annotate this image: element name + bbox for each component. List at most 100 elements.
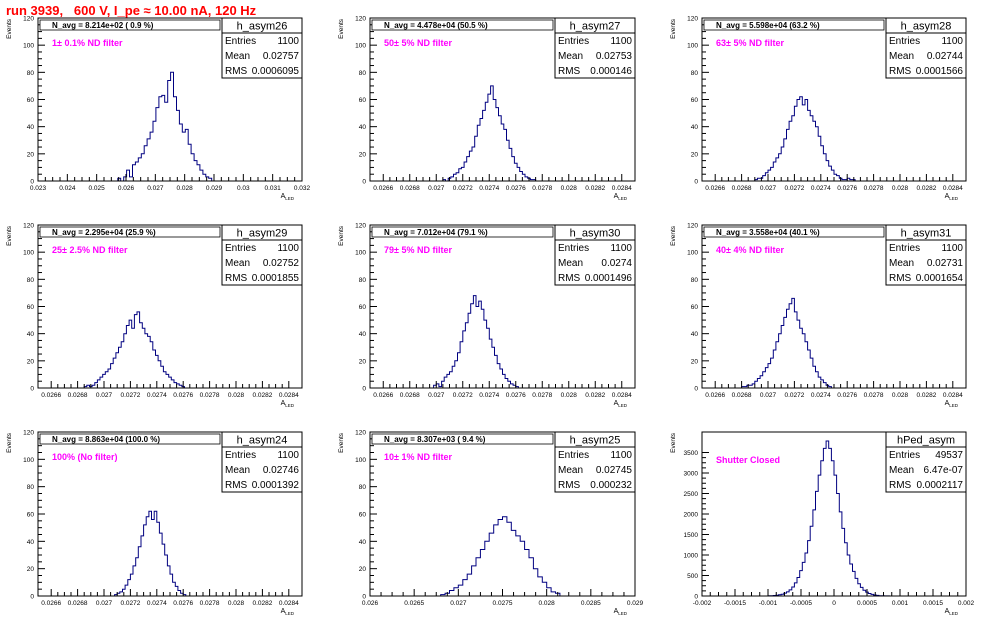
filter-label: 10± 1% ND filter [384, 452, 452, 462]
x-tick-label: 0.0285 [581, 600, 601, 607]
histogram-line [114, 510, 187, 596]
y-tick-label: 60 [359, 97, 367, 104]
panel-h_asym28: 0 20 40 60 80 100 120 0.0266 0.0268 0.027 0.0272 0.… [670, 16, 967, 201]
y-axis-title: Events [338, 432, 345, 453]
stats-key-entries: Entries [558, 36, 589, 47]
x-tick-label: 0.0284 [612, 392, 632, 399]
x-tick-label: 0.002 [958, 600, 975, 607]
stats-key-mean: Mean [558, 51, 583, 62]
stats-value-mean: 6.47e-07 [924, 465, 964, 476]
x-tick-label: 0.028 [892, 185, 909, 192]
y-tick-label: 2500 [684, 491, 699, 498]
x-tick-label: 0.028 [177, 185, 194, 192]
stats-title: h_asym27 [570, 21, 621, 33]
x-tick-label: 0.027 [96, 392, 113, 399]
stats-value-mean: 0.02744 [927, 51, 964, 62]
x-tick-label: 0.0282 [585, 392, 605, 399]
stats-key-rms: RMS [558, 273, 581, 284]
x-tick-label: 0.0278 [200, 600, 220, 607]
stats-title: h_asym29 [237, 228, 288, 240]
y-tick-label: 60 [359, 512, 367, 519]
x-tick-label: -0.002 [693, 600, 712, 607]
x-tick-label: 0.0278 [532, 185, 552, 192]
x-tick-label: 0.0282 [252, 392, 272, 399]
x-tick-label: 0.0268 [68, 600, 88, 607]
navg-label: N_avg = 8.214e+02 ( 0.9 %) [52, 21, 154, 30]
stats-box [885, 17, 967, 79]
y-tick-label: 40 [27, 124, 35, 131]
filter-label: 50± 5% ND filter [384, 38, 452, 48]
x-tick-label: 0.027 [760, 185, 777, 192]
y-tick-label: 80 [691, 277, 699, 284]
x-tick-label: 0.0276 [506, 392, 526, 399]
x-tick-label: 0.0268 [400, 392, 420, 399]
histogram-line [767, 440, 900, 597]
filter-label: 1± 0.1% ND filter [52, 38, 123, 48]
y-tick-label: 40 [27, 539, 35, 546]
x-tick-label: 0.032 [294, 185, 311, 192]
x-tick-label: 0.0284 [279, 600, 299, 607]
stats-value-mean: 0.0274 [601, 258, 632, 269]
stats-key-entries: Entries [225, 243, 256, 254]
y-tick-label: 80 [691, 70, 699, 77]
x-tick-label: -0.001 [759, 600, 778, 607]
histogram-line [117, 71, 213, 182]
x-tick-label: 0.028 [228, 600, 245, 607]
navg-label: N_avg = 8.307e+03 ( 9.4 %) [384, 435, 486, 444]
stats-key-entries: Entries [225, 36, 256, 47]
y-tick-label: 120 [355, 223, 366, 230]
x-tick-label: 0.028 [892, 392, 909, 399]
x-tick-label: 0.0274 [811, 185, 831, 192]
x-tick-label: 0.027 [96, 600, 113, 607]
x-tick-label: 0.0275 [493, 600, 513, 607]
x-tick-label: 0.028 [561, 392, 578, 399]
navg-box [703, 19, 885, 31]
y-tick-label: 120 [687, 16, 698, 23]
panel-h_asym26: 0 20 40 60 80 100 120 0.023 0.024 0.025 0.026 0.027… [6, 16, 311, 202]
y-tick-label: 60 [27, 304, 35, 311]
y-tick-label: 120 [355, 430, 366, 437]
stats-box [554, 17, 636, 79]
y-tick-label: 100 [23, 457, 34, 464]
stats-value-entries: 1100 [610, 36, 632, 47]
histogram-line [741, 297, 832, 388]
x-tick-label: 0.0282 [252, 600, 272, 607]
stats-box [885, 431, 967, 493]
y-tick-label: 0 [30, 594, 34, 601]
stats-value-mean: 0.02752 [263, 258, 300, 269]
x-axis-title: ALED [614, 193, 628, 201]
navg-box [39, 19, 221, 31]
stats-key-rms: RMS [225, 66, 248, 77]
stats-value-rms: 0.0006095 [252, 66, 300, 77]
y-tick-label: 100 [23, 250, 34, 257]
stats-value-entries: 1100 [941, 36, 963, 47]
x-tick-label: 0.0282 [585, 185, 605, 192]
stats-title: h_asym30 [570, 228, 621, 240]
y-tick-label: 0 [30, 179, 34, 186]
stats-key-entries: Entries [558, 450, 589, 461]
x-tick-label: 0.0278 [864, 185, 884, 192]
stats-key-rms: RMS [558, 66, 581, 77]
filter-label: 25± 2.5% ND filter [52, 245, 128, 255]
filter-label: 40± 4% ND filter [716, 245, 784, 255]
x-tick-label: 0.0265 [404, 600, 424, 607]
x-tick-label: 0.0274 [479, 185, 499, 192]
x-tick-label: 0.0272 [453, 392, 473, 399]
y-tick-label: 40 [359, 331, 367, 338]
stats-title: hPed_asym [897, 435, 955, 447]
stats-key-mean: Mean [558, 465, 583, 476]
stats-key-rms: RMS [889, 273, 912, 284]
stats-key-rms: RMS [558, 480, 581, 491]
panel-h_asym25: 0 20 40 60 80 100 120 0.026 0.0265 0.027 0.0275 0.0… [338, 430, 644, 617]
panel-hPed_asym: 0 500 1000 1500 2000 2500 3000 3500 -0.002 -0.001… [670, 431, 975, 616]
y-tick-label: 120 [687, 223, 698, 230]
run-title: run 3939, 600 V, I_pe ≈ 10.00 nA, 120 Hz [6, 3, 257, 18]
y-tick-label: 3000 [684, 471, 699, 478]
x-tick-label: 0.0266 [705, 392, 725, 399]
stats-value-entries: 1100 [277, 450, 299, 461]
y-tick-label: 20 [359, 566, 367, 573]
y-tick-label: 0 [30, 386, 34, 393]
stats-key-mean: Mean [225, 51, 250, 62]
y-tick-label: 40 [359, 124, 367, 131]
y-tick-label: 60 [359, 304, 367, 311]
